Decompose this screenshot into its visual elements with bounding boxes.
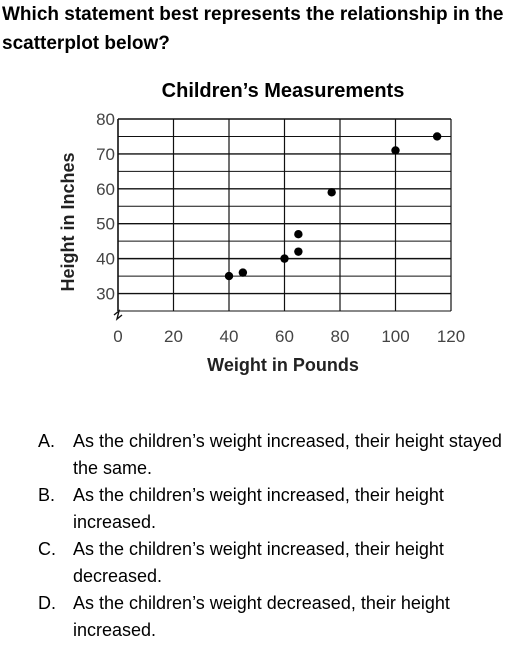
option-a-text: As the children’s weight increased, thei… [73, 431, 502, 478]
y-tick-label: 80 [96, 110, 115, 129]
option-c-letter: C. [38, 539, 56, 559]
data-point [391, 146, 400, 155]
x-tick-label: 0 [113, 327, 122, 346]
y-axis-label: Height in Inches [58, 152, 78, 291]
data-point [294, 230, 303, 239]
answer-options: A. As the children’s weight increased, t… [38, 428, 508, 644]
chart-points [224, 132, 442, 281]
axis-break-mark [113, 309, 123, 321]
y-tick-label: 60 [96, 180, 115, 199]
y-tick-label: 30 [96, 285, 115, 304]
option-d[interactable]: D. As the children’s weight decreased, t… [38, 590, 508, 644]
data-point [327, 188, 336, 197]
option-d-text: As the children’s weight decreased, thei… [73, 593, 450, 640]
option-a[interactable]: A. As the children’s weight increased, t… [38, 428, 508, 482]
data-point [224, 271, 234, 281]
x-axis-label: Weight in Pounds [207, 355, 359, 375]
y-tick-label: 50 [96, 215, 115, 234]
option-b-text: As the children’s weight increased, thei… [73, 485, 444, 532]
option-d-letter: D. [38, 593, 56, 613]
data-point [294, 247, 303, 256]
option-b-letter: B. [38, 485, 56, 505]
option-c[interactable]: C. As the children’s weight increased, t… [38, 536, 508, 590]
x-tick-label: 80 [331, 327, 350, 346]
option-c-text: As the children’s weight increased, thei… [73, 539, 444, 586]
chart-title: Children’s Measurements [162, 80, 405, 102]
y-tick-label: 70 [96, 145, 115, 164]
chart-grid [113, 118, 452, 321]
x-tick-label: 120 [437, 327, 465, 346]
data-point [238, 268, 248, 277]
data-point [432, 132, 442, 141]
y-tick-label: 40 [96, 250, 115, 269]
x-tick-label: 20 [164, 327, 183, 346]
option-a-letter: A. [38, 431, 56, 451]
option-b[interactable]: B. As the children’s weight increased, t… [38, 482, 508, 536]
x-tick-label: 60 [275, 327, 294, 346]
scatterplot-chart: Children’s Measurements 0 20 40 60 80 100 120 3… [58, 80, 465, 375]
x-tick-label: 40 [220, 327, 239, 346]
question-text: Which statement best represents the rela… [2, 4, 504, 54]
x-tick-label: 100 [381, 327, 409, 346]
chart-ticks: 0 20 40 60 80 100 120 30 40 50 60 70 80 [96, 110, 465, 346]
data-point [280, 254, 289, 263]
